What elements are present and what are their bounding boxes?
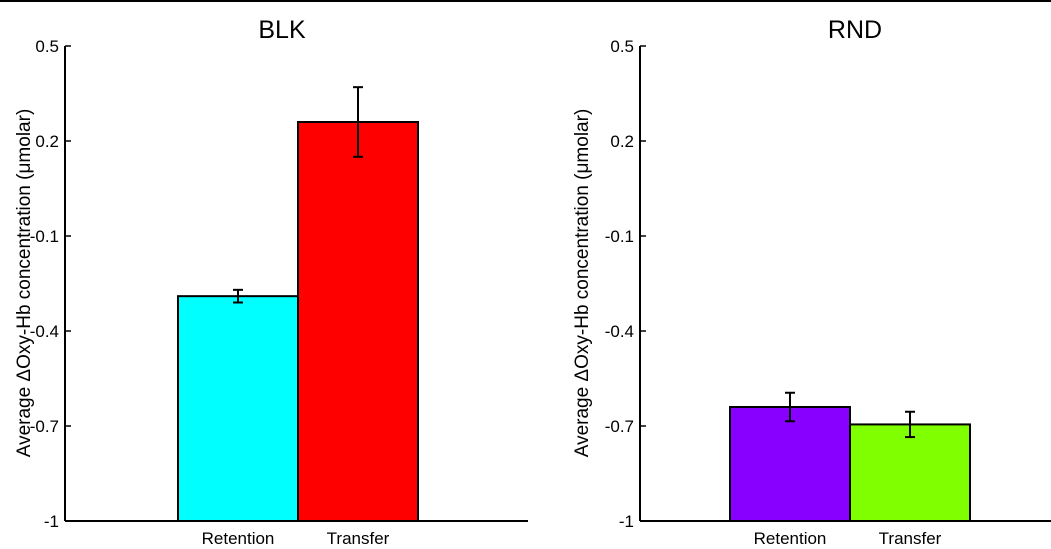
x-tick-label-blk-retention: Retention <box>202 529 275 548</box>
chart-title-blk: BLK <box>258 16 306 44</box>
bar-blk-transfer <box>297 121 419 522</box>
y-tick-label-rnd: -0.1 <box>605 227 634 246</box>
error-bar-blk-transfer <box>353 86 363 158</box>
y-tick-label-rnd: -0.7 <box>605 417 634 436</box>
x-tick-label-rnd-transfer: Transfer <box>879 529 942 548</box>
x-tick-label-blk-transfer: Transfer <box>327 529 390 548</box>
y-tick-label-blk: -1 <box>44 512 59 531</box>
chart-panel-rnd: RND Average ΔOxy-Hb concentration (μmolar… <box>572 16 1051 548</box>
y-tick-label-blk: -0.1 <box>30 227 59 246</box>
y-axis-label-blk: Average ΔOxy-Hb concentration (μmolar) <box>14 109 35 458</box>
error-bar-rnd-transfer <box>905 410 915 439</box>
y-tick-label-rnd: -0.4 <box>605 322 634 341</box>
error-bar-rnd-retention <box>785 391 795 423</box>
y-tick-label-rnd: 0.2 <box>610 132 634 151</box>
bar-rnd-transfer <box>849 423 971 522</box>
chart-panel-blk: BLK Average ΔOxy-Hb concentration (μmolar… <box>14 16 528 548</box>
y-tick-label-blk: -0.4 <box>30 322 59 341</box>
bar-rnd-retention <box>729 406 851 522</box>
y-tick-label-rnd: 0.5 <box>610 37 634 56</box>
y-tick-label-rnd: -1 <box>619 512 634 531</box>
y-tick-label-blk: 0.5 <box>35 37 59 56</box>
chart-title-rnd: RND <box>828 16 882 44</box>
x-tick-label-rnd-retention: Retention <box>754 529 827 548</box>
top-border-rule <box>0 0 1051 2</box>
bar-blk-retention <box>177 295 299 522</box>
y-axis-label-rnd: Average ΔOxy-Hb concentration (μmolar) <box>572 109 593 458</box>
y-tick-label-blk: 0.2 <box>35 132 59 151</box>
error-bar-blk-retention <box>233 288 243 304</box>
y-tick-label-blk: -0.7 <box>30 417 59 436</box>
